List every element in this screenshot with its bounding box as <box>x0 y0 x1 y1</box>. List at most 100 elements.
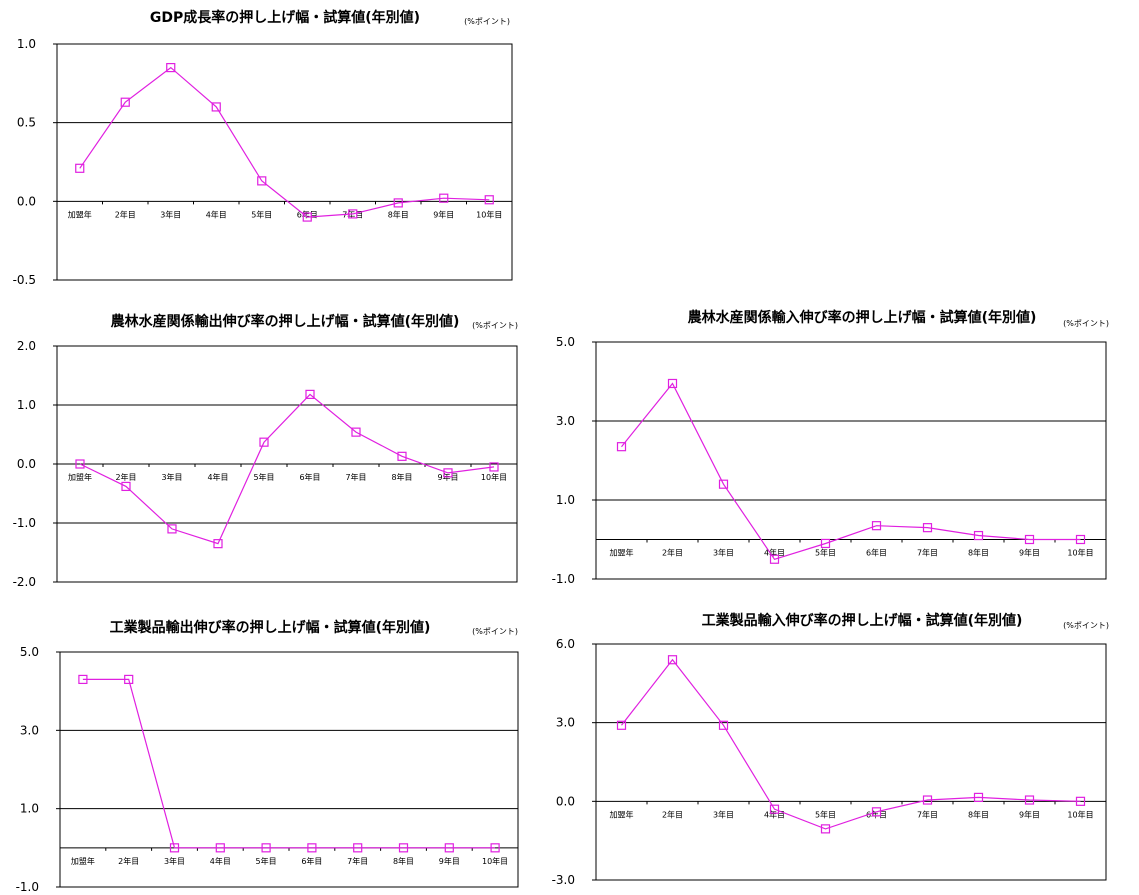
x-tick-label: 4年目 <box>764 809 785 819</box>
data-point <box>211 102 221 112</box>
data-point <box>78 674 88 685</box>
x-tick-label: 3年目 <box>160 209 181 219</box>
x-tick-label: 加盟年 <box>68 472 92 482</box>
x-tick-label: 3年目 <box>713 548 734 558</box>
data-point <box>353 843 363 853</box>
series-line <box>621 382 1081 561</box>
x-tick-label: 8年目 <box>393 856 414 866</box>
data-point <box>307 843 317 853</box>
y-tick-label: 2.0 <box>17 339 36 353</box>
x-tick-label: 9年目 <box>439 856 460 866</box>
x-tick-label: 4年目 <box>764 548 785 558</box>
y-tick-label: 3.0 <box>20 723 39 737</box>
data-point <box>397 451 407 461</box>
data-point <box>1075 796 1086 806</box>
data-point <box>169 843 180 853</box>
y-tick-label: -1.0 <box>13 516 36 530</box>
data-point <box>1075 534 1086 545</box>
series-line <box>79 393 495 545</box>
x-tick-label: 加盟年 <box>71 856 95 866</box>
x-tick-label: 5年目 <box>253 472 274 482</box>
data-point <box>302 212 312 222</box>
data-point <box>167 524 177 534</box>
x-tick-label: 2年目 <box>115 472 136 482</box>
data-point <box>667 378 678 389</box>
x-tick-label: 7年目 <box>917 809 938 819</box>
x-tick-label: 10年目 <box>482 856 508 866</box>
data-point <box>215 843 225 853</box>
chart-title: 農林水産関係輸出伸び率の押し上げ幅・試算値(年別値) <box>111 313 460 330</box>
data-point <box>444 843 454 853</box>
x-tick-label: 加盟年 <box>610 809 634 819</box>
data-point <box>490 843 500 853</box>
data-point <box>718 479 729 489</box>
data-point <box>973 792 984 803</box>
chart-title: 工業製品輸出伸び率の押し上げ幅・試算値(年別値) <box>110 619 431 636</box>
x-tick-label: 3年目 <box>161 472 182 482</box>
unit-label: (%ポイント) <box>472 321 518 330</box>
data-point <box>1024 795 1035 805</box>
y-tick-label: -0.5 <box>13 273 36 287</box>
x-tick-label: 6年目 <box>297 209 318 219</box>
x-tick-label: 2年目 <box>662 548 683 558</box>
data-point <box>121 481 131 492</box>
data-point <box>616 720 627 730</box>
x-tick-label: 5年目 <box>251 209 272 219</box>
series-line <box>621 658 1081 830</box>
data-point <box>616 442 627 452</box>
x-tick-label: 4年目 <box>210 856 231 866</box>
x-tick-label: 7年目 <box>345 472 366 482</box>
chart-3: 農林水産関係輸入伸び率の押し上げ幅・試算値(年別値) (%ポイント) 5.0 3.0 1… <box>552 309 1109 586</box>
y-tick-label: 1.0 <box>556 493 575 507</box>
data-point <box>439 193 449 203</box>
data-point <box>305 389 315 399</box>
y-tick-label: 0.5 <box>17 116 36 130</box>
x-tick-label: 2年目 <box>662 809 683 819</box>
x-tick-label: 2年目 <box>115 209 136 219</box>
x-tick-label: 7年目 <box>347 856 368 866</box>
chart-4: 工業製品輸出伸び率の押し上げ幅・試算値(年別値) (%ポイント) 5.0 3.0 1.0… <box>16 619 519 894</box>
unit-label: (%ポイント) <box>472 627 518 636</box>
chart-title: 農林水産関係輸入伸び率の押し上げ幅・試算値(年別値) <box>688 309 1037 326</box>
data-point <box>922 523 933 533</box>
x-tick-label: 3年目 <box>164 856 185 866</box>
x-tick-label: 8年目 <box>388 209 409 219</box>
data-point <box>75 459 85 469</box>
y-tick-label: 1.0 <box>17 37 36 51</box>
x-tick-label: 3年目 <box>713 809 734 819</box>
data-point <box>484 195 494 205</box>
x-tick-label: 10年目 <box>481 472 507 482</box>
y-tick-label: 1.0 <box>20 802 39 816</box>
data-point <box>973 530 984 541</box>
data-point <box>871 807 882 817</box>
data-point <box>166 62 176 73</box>
data-point <box>718 720 729 730</box>
y-tick-label: -2.0 <box>13 575 36 589</box>
x-tick-label: 10年目 <box>476 209 502 219</box>
chart-title: GDP成長率の押し上げ幅・試算値(年別値) <box>150 9 420 26</box>
y-tick-label: 3.0 <box>556 414 575 428</box>
x-tick-label: 5年目 <box>815 548 836 558</box>
x-tick-label: 10年目 <box>1067 548 1093 558</box>
data-point <box>124 674 134 685</box>
y-tick-label: -1.0 <box>552 572 575 586</box>
x-tick-label: 10年目 <box>1067 809 1093 819</box>
x-tick-label: 4年目 <box>207 472 228 482</box>
y-tick-label: 1.0 <box>17 398 36 412</box>
x-tick-label: 4年目 <box>206 209 227 219</box>
data-point <box>489 462 499 472</box>
data-point <box>75 163 85 173</box>
y-tick-label: 0.0 <box>17 194 36 208</box>
y-tick-label: 0.0 <box>556 794 575 808</box>
data-point <box>351 427 361 437</box>
data-point <box>257 176 267 186</box>
x-tick-label: 6年目 <box>301 856 322 866</box>
data-point <box>398 843 409 853</box>
x-tick-label: 6年目 <box>299 472 320 482</box>
x-tick-label: 9年目 <box>1019 809 1040 819</box>
series-line <box>82 678 496 849</box>
unit-label: (%ポイント) <box>464 17 510 26</box>
data-point <box>348 209 358 219</box>
data-point <box>120 97 130 107</box>
